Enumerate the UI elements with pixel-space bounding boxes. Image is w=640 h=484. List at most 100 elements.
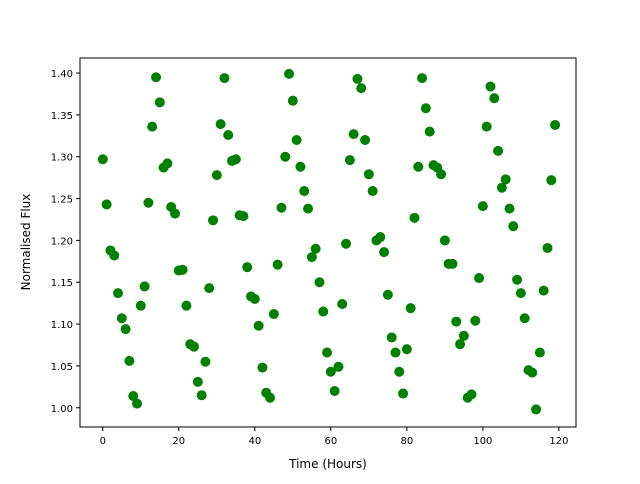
y-tick-label: 1.25 xyxy=(51,195,73,206)
data-point xyxy=(322,347,333,358)
data-point xyxy=(413,161,424,172)
data-point xyxy=(500,174,511,185)
data-point xyxy=(515,288,526,299)
data-point xyxy=(390,347,401,358)
data-point xyxy=(348,129,359,140)
data-point xyxy=(546,175,557,186)
x-tick-label: 60 xyxy=(324,436,337,447)
data-point xyxy=(154,97,165,108)
data-point xyxy=(417,73,428,84)
data-point xyxy=(204,283,215,294)
data-point xyxy=(508,221,519,232)
plot-frame xyxy=(79,57,577,428)
data-point xyxy=(375,232,386,243)
data-point xyxy=(200,356,211,367)
data-point xyxy=(310,243,321,254)
x-tick-label: 80 xyxy=(400,436,413,447)
data-point xyxy=(306,252,317,263)
data-point xyxy=(420,103,431,114)
data-point xyxy=(527,367,538,378)
data-point xyxy=(489,93,500,104)
data-point xyxy=(466,389,477,400)
y-tick-label: 1.40 xyxy=(51,69,73,80)
data-point xyxy=(493,145,504,156)
data-point xyxy=(481,121,492,132)
data-point xyxy=(424,126,435,137)
data-point xyxy=(329,386,340,397)
data-point xyxy=(265,392,276,403)
data-point xyxy=(398,388,409,399)
data-point xyxy=(341,238,352,249)
data-point xyxy=(276,202,287,213)
y-tick-label: 1.00 xyxy=(51,404,73,415)
data-point xyxy=(287,95,298,106)
data-point xyxy=(272,259,283,270)
data-point xyxy=(344,155,355,166)
data-point xyxy=(97,154,108,165)
y-axis: 1.00 1.05 1.10 1.15 1.20 1.25 1.30 1.35 1.40 xyxy=(51,69,80,415)
data-point xyxy=(238,211,249,222)
x-tick-label: 120 xyxy=(549,436,568,447)
data-point xyxy=(109,250,120,261)
data-point xyxy=(379,247,390,258)
data-point xyxy=(295,161,306,172)
data-point xyxy=(550,119,561,130)
data-point xyxy=(363,169,374,180)
data-point xyxy=(124,355,135,366)
data-point xyxy=(405,303,416,314)
data-point xyxy=(120,324,131,335)
data-point xyxy=(470,315,481,326)
data-point xyxy=(447,258,458,269)
data-point xyxy=(394,366,405,377)
data-point xyxy=(242,262,253,273)
data-point xyxy=(337,299,348,309)
data-point xyxy=(458,330,469,341)
data-point xyxy=(113,288,124,299)
data-point xyxy=(477,201,488,212)
data-point xyxy=(474,273,485,284)
data-point xyxy=(538,285,549,296)
data-point xyxy=(401,344,412,355)
data-point xyxy=(196,390,207,401)
data-points xyxy=(97,68,561,415)
x-axis-label: Time (Hours) xyxy=(288,457,367,471)
data-point xyxy=(455,339,466,350)
data-point xyxy=(280,151,291,162)
data-point xyxy=(284,68,295,79)
data-point xyxy=(314,277,325,288)
data-point xyxy=(208,215,219,226)
data-point xyxy=(162,158,173,169)
data-point xyxy=(170,208,181,219)
data-point xyxy=(333,361,344,372)
data-point xyxy=(360,135,371,145)
y-tick-label: 1.05 xyxy=(51,362,73,373)
data-point xyxy=(219,73,230,84)
data-point xyxy=(504,203,515,214)
data-point xyxy=(542,242,553,253)
y-tick-label: 1.20 xyxy=(51,236,73,247)
data-point xyxy=(485,81,496,92)
data-point xyxy=(386,332,397,343)
data-point xyxy=(211,170,222,181)
data-point xyxy=(451,316,462,327)
x-axis: 0 20 40 60 80 100 120 xyxy=(100,427,568,447)
y-axis-label: Normalised Flux xyxy=(19,194,33,291)
x-tick-label: 40 xyxy=(248,436,261,447)
y-tick-label: 1.35 xyxy=(51,111,73,122)
data-point xyxy=(151,72,162,83)
data-point xyxy=(512,274,523,285)
data-point xyxy=(116,313,127,324)
y-tick-label: 1.15 xyxy=(51,278,73,289)
data-point xyxy=(192,376,203,387)
data-point xyxy=(299,186,310,197)
y-tick-label: 1.30 xyxy=(51,153,73,164)
data-point xyxy=(352,73,363,84)
data-point xyxy=(249,293,260,304)
data-point xyxy=(531,404,542,415)
data-point xyxy=(215,119,226,130)
data-point xyxy=(181,300,192,311)
data-point xyxy=(439,235,450,246)
x-tick-label: 20 xyxy=(172,436,185,447)
data-point xyxy=(128,391,139,402)
